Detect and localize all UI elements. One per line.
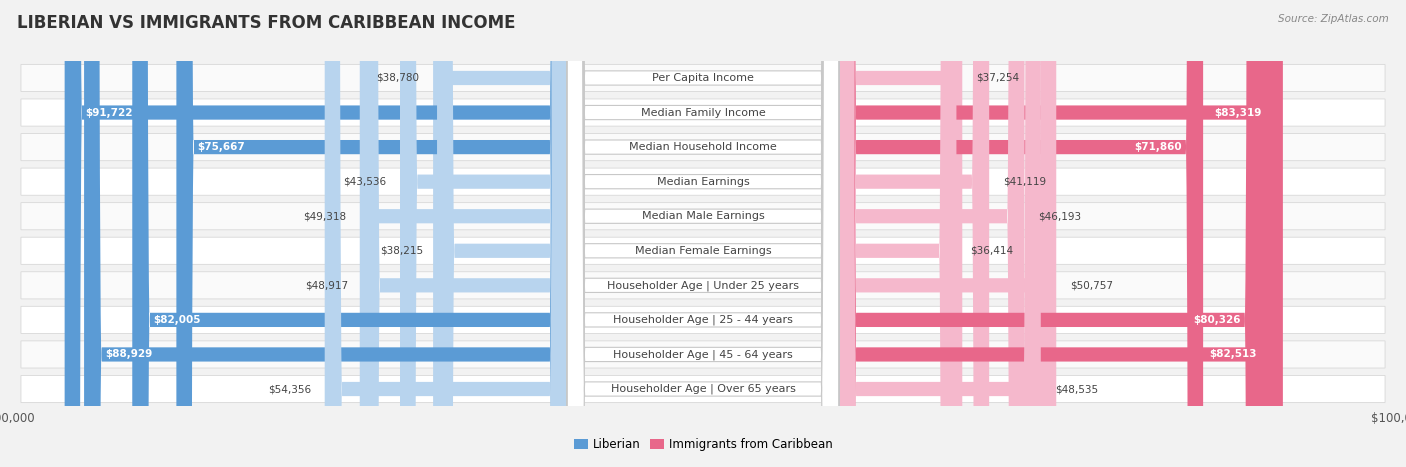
Text: $83,319: $83,319 [1215, 107, 1263, 118]
Text: Householder Age | 45 - 64 years: Householder Age | 45 - 64 years [613, 349, 793, 360]
FancyBboxPatch shape [567, 0, 839, 467]
Legend: Liberian, Immigrants from Caribbean: Liberian, Immigrants from Caribbean [569, 433, 837, 456]
FancyBboxPatch shape [567, 0, 839, 467]
Text: $49,318: $49,318 [302, 211, 346, 221]
Text: $88,929: $88,929 [105, 349, 152, 360]
Text: Householder Age | Under 25 years: Householder Age | Under 25 years [607, 280, 799, 290]
FancyBboxPatch shape [132, 0, 567, 467]
FancyBboxPatch shape [839, 0, 1277, 467]
Text: Householder Age | 25 - 44 years: Householder Age | 25 - 44 years [613, 315, 793, 325]
Text: $48,535: $48,535 [1054, 384, 1098, 394]
FancyBboxPatch shape [839, 0, 1056, 467]
FancyBboxPatch shape [21, 272, 1385, 299]
Text: $46,193: $46,193 [1039, 211, 1081, 221]
Text: $82,005: $82,005 [153, 315, 201, 325]
Text: Per Capita Income: Per Capita Income [652, 73, 754, 83]
FancyBboxPatch shape [21, 341, 1385, 368]
Text: $38,215: $38,215 [380, 246, 423, 256]
FancyBboxPatch shape [399, 0, 567, 467]
FancyBboxPatch shape [839, 0, 1204, 467]
Text: $82,513: $82,513 [1209, 349, 1257, 360]
FancyBboxPatch shape [567, 0, 839, 467]
FancyBboxPatch shape [21, 203, 1385, 230]
Text: $43,536: $43,536 [343, 177, 387, 187]
FancyBboxPatch shape [839, 0, 1025, 467]
FancyBboxPatch shape [21, 375, 1385, 403]
FancyBboxPatch shape [567, 0, 839, 467]
Text: $80,326: $80,326 [1194, 315, 1241, 325]
FancyBboxPatch shape [567, 0, 839, 467]
Text: Source: ZipAtlas.com: Source: ZipAtlas.com [1278, 14, 1389, 24]
FancyBboxPatch shape [567, 0, 839, 467]
FancyBboxPatch shape [433, 0, 567, 467]
FancyBboxPatch shape [839, 0, 956, 467]
Text: LIBERIAN VS IMMIGRANTS FROM CARIBBEAN INCOME: LIBERIAN VS IMMIGRANTS FROM CARIBBEAN IN… [17, 14, 516, 32]
FancyBboxPatch shape [21, 64, 1385, 92]
FancyBboxPatch shape [839, 0, 1282, 467]
FancyBboxPatch shape [567, 0, 839, 467]
Text: $91,722: $91,722 [86, 107, 134, 118]
Text: Householder Age | Over 65 years: Householder Age | Over 65 years [610, 384, 796, 394]
FancyBboxPatch shape [84, 0, 567, 467]
Text: $71,860: $71,860 [1135, 142, 1182, 152]
FancyBboxPatch shape [567, 0, 839, 467]
Text: $50,757: $50,757 [1070, 280, 1114, 290]
FancyBboxPatch shape [21, 99, 1385, 126]
Text: $41,119: $41,119 [1002, 177, 1046, 187]
FancyBboxPatch shape [21, 237, 1385, 264]
FancyBboxPatch shape [363, 0, 567, 467]
FancyBboxPatch shape [325, 0, 567, 467]
FancyBboxPatch shape [65, 0, 567, 467]
Text: Median Household Income: Median Household Income [628, 142, 778, 152]
FancyBboxPatch shape [839, 0, 990, 467]
Text: $48,917: $48,917 [305, 280, 349, 290]
FancyBboxPatch shape [21, 168, 1385, 195]
FancyBboxPatch shape [21, 134, 1385, 161]
Text: Median Male Earnings: Median Male Earnings [641, 211, 765, 221]
FancyBboxPatch shape [839, 0, 1040, 467]
Text: Median Female Earnings: Median Female Earnings [634, 246, 772, 256]
FancyBboxPatch shape [567, 0, 839, 467]
FancyBboxPatch shape [176, 0, 567, 467]
Text: Median Earnings: Median Earnings [657, 177, 749, 187]
Text: $54,356: $54,356 [267, 384, 311, 394]
FancyBboxPatch shape [567, 0, 839, 467]
FancyBboxPatch shape [437, 0, 567, 467]
FancyBboxPatch shape [839, 0, 962, 467]
Text: $36,414: $36,414 [970, 246, 1014, 256]
Text: $38,780: $38,780 [377, 73, 419, 83]
Text: $75,667: $75,667 [197, 142, 245, 152]
FancyBboxPatch shape [839, 0, 1263, 467]
Text: $37,254: $37,254 [976, 73, 1019, 83]
FancyBboxPatch shape [360, 0, 567, 467]
Text: Median Family Income: Median Family Income [641, 107, 765, 118]
FancyBboxPatch shape [21, 306, 1385, 333]
